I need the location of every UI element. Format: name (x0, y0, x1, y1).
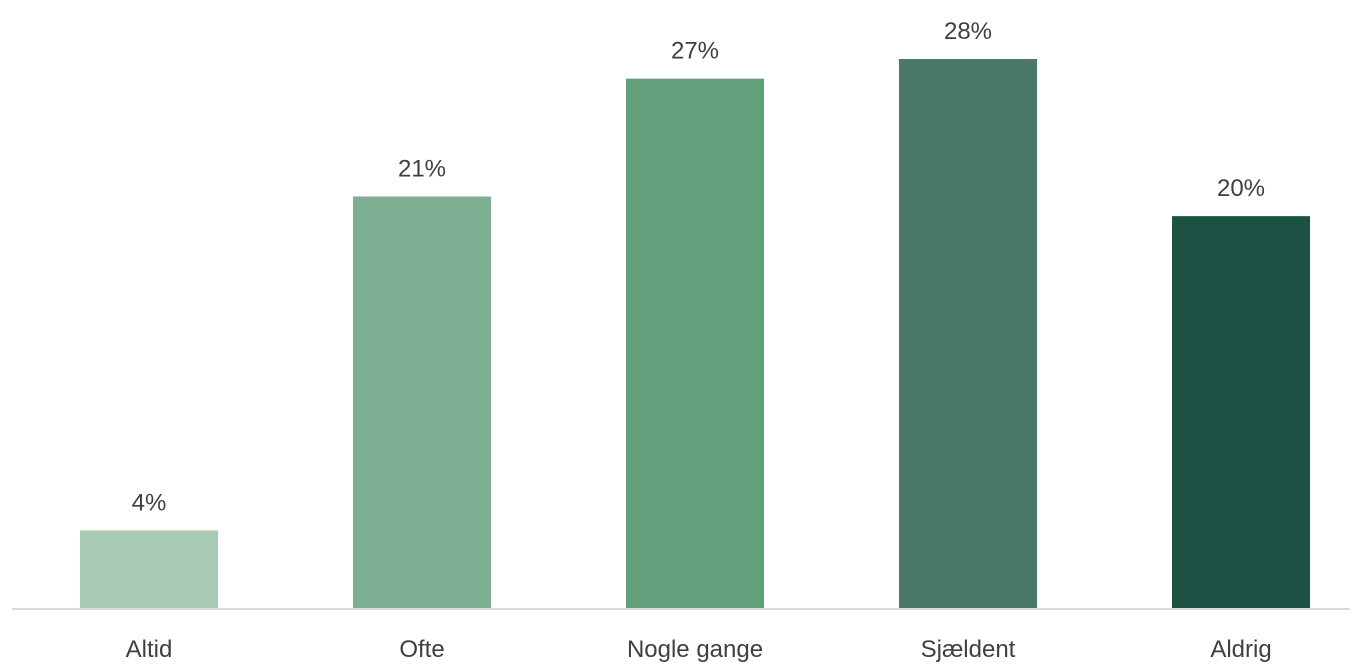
bar-sjaeldent (899, 59, 1037, 609)
bar-ofte (353, 196, 491, 609)
value-label-ofte: 21% (398, 156, 446, 183)
value-label-altid: 4% (132, 489, 167, 516)
category-label-nogle-gange: Nogle gange (627, 636, 763, 663)
bars-group (80, 59, 1310, 609)
bar-altid (80, 530, 218, 609)
category-label-altid: Altid (126, 636, 173, 663)
category-labels-group: Altid Ofte Nogle gange Sjældent Aldrig (126, 636, 1272, 663)
category-label-ofte: Ofte (399, 636, 444, 663)
value-label-sjaeldent: 28% (944, 18, 992, 45)
value-labels-group: 4% 21% 27% 28% 20% (132, 18, 1265, 516)
category-label-aldrig: Aldrig (1210, 636, 1271, 663)
bar-nogle-gange (626, 78, 764, 609)
value-label-aldrig: 20% (1217, 175, 1265, 202)
value-label-nogle-gange: 27% (671, 38, 719, 65)
bar-aldrig (1172, 216, 1310, 609)
category-label-sjaeldent: Sjældent (921, 636, 1016, 663)
